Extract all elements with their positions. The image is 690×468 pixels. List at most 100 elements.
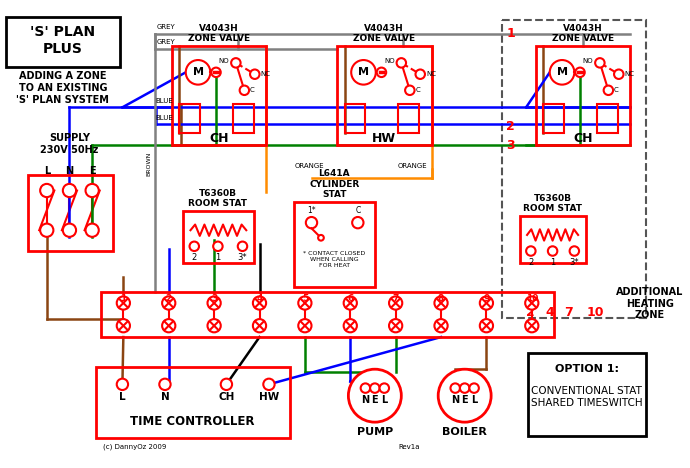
Bar xyxy=(183,212,254,263)
Bar xyxy=(535,46,630,145)
Text: 9: 9 xyxy=(483,293,490,303)
Bar xyxy=(101,292,555,337)
Text: NO: NO xyxy=(582,58,593,64)
Circle shape xyxy=(253,319,266,332)
Text: 1: 1 xyxy=(506,27,515,40)
Text: 7: 7 xyxy=(393,293,399,303)
Text: 2: 2 xyxy=(506,120,515,133)
Circle shape xyxy=(380,383,389,393)
Circle shape xyxy=(213,241,223,251)
Circle shape xyxy=(63,224,76,237)
Circle shape xyxy=(264,379,275,390)
Text: NO: NO xyxy=(219,58,229,64)
Text: GREY: GREY xyxy=(157,24,175,30)
Circle shape xyxy=(186,60,210,85)
Circle shape xyxy=(238,241,247,251)
Circle shape xyxy=(370,383,380,393)
Circle shape xyxy=(604,86,613,95)
Circle shape xyxy=(525,296,538,310)
Text: C: C xyxy=(355,206,360,215)
Text: 1*: 1* xyxy=(307,206,316,215)
Text: 7: 7 xyxy=(564,306,573,319)
Circle shape xyxy=(348,369,402,422)
Text: ORANGE: ORANGE xyxy=(295,163,324,169)
Bar xyxy=(528,353,647,436)
Circle shape xyxy=(162,296,175,310)
Text: PLUS: PLUS xyxy=(43,42,83,56)
Text: N: N xyxy=(362,395,369,405)
Circle shape xyxy=(435,319,448,332)
Text: 'S' PLAN: 'S' PLAN xyxy=(30,25,95,39)
Text: 2: 2 xyxy=(526,306,535,319)
Circle shape xyxy=(575,67,584,77)
Circle shape xyxy=(86,224,99,237)
Circle shape xyxy=(548,246,558,256)
Circle shape xyxy=(351,60,376,85)
Text: N: N xyxy=(66,166,74,176)
Circle shape xyxy=(239,86,249,95)
Text: E: E xyxy=(371,395,378,405)
Text: E: E xyxy=(462,395,468,405)
Circle shape xyxy=(435,296,448,310)
Circle shape xyxy=(480,319,493,332)
Text: N: N xyxy=(161,392,169,402)
Text: C: C xyxy=(250,88,255,93)
Text: L: L xyxy=(381,395,387,405)
Text: M: M xyxy=(557,67,568,77)
Text: TIME CONTROLLER: TIME CONTROLLER xyxy=(130,415,255,428)
Circle shape xyxy=(318,235,324,241)
Circle shape xyxy=(344,319,357,332)
Circle shape xyxy=(451,383,460,393)
Bar xyxy=(96,367,290,438)
Text: CH: CH xyxy=(573,132,593,145)
Text: 10: 10 xyxy=(526,293,538,303)
Text: V4043H
ZONE VALVE: V4043H ZONE VALVE xyxy=(552,23,614,43)
Bar xyxy=(233,104,254,133)
Circle shape xyxy=(86,184,99,197)
Text: NC: NC xyxy=(624,71,634,77)
Circle shape xyxy=(570,246,579,256)
Text: CH: CH xyxy=(209,132,228,145)
Text: 2: 2 xyxy=(529,258,533,267)
Text: PUMP: PUMP xyxy=(357,427,393,437)
Circle shape xyxy=(405,86,415,95)
Text: BOILER: BOILER xyxy=(442,427,487,437)
Text: V4043H
ZONE VALVE: V4043H ZONE VALVE xyxy=(188,23,250,43)
Text: 3: 3 xyxy=(506,139,515,152)
Text: M: M xyxy=(358,67,369,77)
Text: SUPPLY
230V 50Hz: SUPPLY 230V 50Hz xyxy=(40,133,99,154)
Bar xyxy=(295,202,375,287)
Text: 10: 10 xyxy=(586,306,604,319)
Circle shape xyxy=(231,58,241,67)
Bar xyxy=(543,104,564,133)
Circle shape xyxy=(438,369,491,422)
Text: L: L xyxy=(43,166,50,176)
Text: ADDITIONAL
HEATING
ZONE: ADDITIONAL HEATING ZONE xyxy=(616,287,683,320)
Text: L641A
CYLINDER
STAT: L641A CYLINDER STAT xyxy=(309,169,359,199)
Text: CONVENTIONAL STAT
SHARED TIMESWITCH: CONVENTIONAL STAT SHARED TIMESWITCH xyxy=(531,386,642,408)
Circle shape xyxy=(397,58,406,67)
Text: E: E xyxy=(89,166,95,176)
Bar xyxy=(6,17,119,66)
Circle shape xyxy=(389,319,402,332)
Text: T6360B
ROOM STAT: T6360B ROOM STAT xyxy=(188,189,248,208)
Text: OPTION 1:: OPTION 1: xyxy=(555,365,619,374)
Circle shape xyxy=(117,379,128,390)
Text: BROWN: BROWN xyxy=(147,152,152,176)
Text: 3*: 3* xyxy=(569,258,579,267)
Bar xyxy=(172,46,266,145)
Text: 5: 5 xyxy=(302,293,308,303)
Text: 1: 1 xyxy=(215,253,221,262)
Circle shape xyxy=(415,69,425,79)
Bar xyxy=(520,216,586,263)
Circle shape xyxy=(361,383,370,393)
Text: 2: 2 xyxy=(166,293,172,303)
Circle shape xyxy=(159,379,170,390)
Text: ADDING A ZONE
TO AN EXISTING
'S' PLAN SYSTEM: ADDING A ZONE TO AN EXISTING 'S' PLAN SY… xyxy=(17,72,109,104)
Circle shape xyxy=(614,69,624,79)
Text: C: C xyxy=(415,88,420,93)
Text: V4043H
ZONE VALVE: V4043H ZONE VALVE xyxy=(353,23,415,43)
Text: C: C xyxy=(614,88,619,93)
Circle shape xyxy=(117,296,130,310)
Text: (c) DannyOz 2009: (c) DannyOz 2009 xyxy=(104,443,167,450)
